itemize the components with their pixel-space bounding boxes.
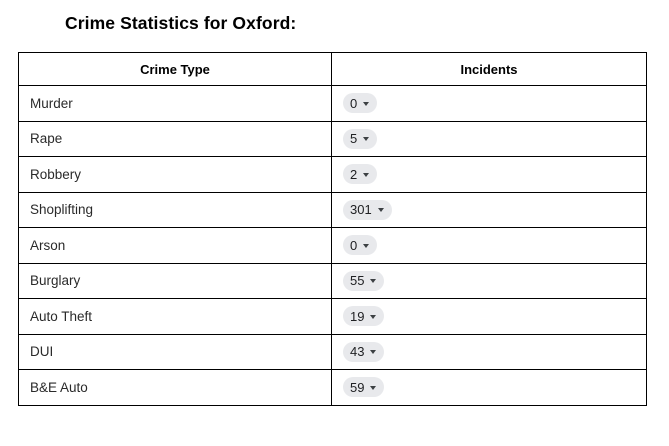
incidents-value: 0 — [350, 237, 358, 253]
column-header-incidents: Incidents — [331, 52, 647, 86]
crime-type-cell: Arson — [18, 227, 332, 264]
crime-type-cell: Murder — [18, 85, 332, 122]
incidents-dropdown[interactable]: 59 — [343, 377, 385, 398]
incidents-cell: 301 — [331, 191, 647, 228]
table-row: Rape 5 — [18, 120, 647, 157]
incidents-cell: 19 — [331, 298, 647, 335]
crime-type-cell: Auto Theft — [18, 298, 332, 335]
crime-stats-table: Crime Type Incidents Murder 0 Rape 5 — [18, 52, 647, 406]
incidents-dropdown[interactable]: 19 — [343, 306, 385, 327]
incidents-dropdown[interactable]: 55 — [343, 270, 385, 291]
crime-type-label: Auto Theft — [30, 308, 93, 324]
table-row: Arson 0 — [18, 227, 647, 264]
crime-type-label: Rape — [30, 131, 63, 147]
incidents-value: 301 — [350, 202, 372, 218]
table-row: Robbery 2 — [18, 156, 647, 193]
chevron-down-icon — [370, 350, 377, 355]
column-header-crime-type: Crime Type — [18, 52, 332, 86]
incidents-dropdown[interactable]: 0 — [343, 235, 378, 256]
table-row: Burglary 55 — [18, 262, 647, 299]
chevron-down-icon — [363, 243, 370, 248]
incidents-value: 5 — [350, 131, 358, 147]
incidents-value: 2 — [350, 166, 358, 182]
table-row: B&E Auto 59 — [18, 369, 647, 406]
crime-type-cell: DUI — [18, 333, 332, 370]
incidents-cell: 55 — [331, 262, 647, 299]
page-title: Crime Statistics for Oxford: — [65, 13, 297, 33]
crime-type-label: Robbery — [30, 166, 82, 182]
incidents-dropdown[interactable]: 0 — [343, 93, 378, 114]
table-row: Murder 0 — [18, 85, 647, 122]
crime-type-label: Murder — [30, 95, 73, 111]
crime-type-cell: Burglary — [18, 262, 332, 299]
incidents-cell: 59 — [331, 369, 647, 406]
incidents-value: 0 — [350, 95, 358, 111]
incidents-value: 19 — [350, 308, 365, 324]
incidents-value: 43 — [350, 344, 365, 360]
crime-type-cell: B&E Auto — [18, 369, 332, 406]
incidents-cell: 5 — [331, 120, 647, 157]
crime-type-label: Burglary — [30, 273, 81, 289]
incidents-cell: 2 — [331, 156, 647, 193]
table-row: Auto Theft 19 — [18, 298, 647, 335]
table-row: DUI 43 — [18, 333, 647, 370]
crime-type-cell: Rape — [18, 120, 332, 157]
chevron-down-icon — [370, 279, 377, 284]
incidents-cell: 0 — [331, 85, 647, 122]
header-row: Crime Type Incidents — [18, 52, 647, 86]
incidents-cell: 0 — [331, 227, 647, 264]
crime-type-label: Shoplifting — [30, 202, 94, 218]
chevron-down-icon — [363, 137, 370, 142]
chevron-down-icon — [370, 385, 377, 390]
crime-type-cell: Robbery — [18, 156, 332, 193]
incidents-dropdown[interactable]: 43 — [343, 341, 385, 362]
chevron-down-icon — [370, 314, 377, 319]
chevron-down-icon — [363, 101, 370, 106]
crime-type-cell: Shoplifting — [18, 191, 332, 228]
chevron-down-icon — [363, 172, 370, 177]
incidents-dropdown[interactable]: 2 — [343, 164, 378, 185]
incidents-dropdown[interactable]: 301 — [343, 199, 392, 220]
crime-type-label: DUI — [30, 344, 54, 360]
incidents-value: 55 — [350, 273, 365, 289]
incidents-value: 59 — [350, 379, 365, 395]
chevron-down-icon — [377, 208, 384, 213]
crime-type-label: Arson — [30, 237, 66, 253]
table-row: Shoplifting 301 — [18, 191, 647, 228]
incidents-dropdown[interactable]: 5 — [343, 128, 378, 149]
crime-type-label: B&E Auto — [30, 379, 88, 395]
incidents-cell: 43 — [331, 333, 647, 370]
